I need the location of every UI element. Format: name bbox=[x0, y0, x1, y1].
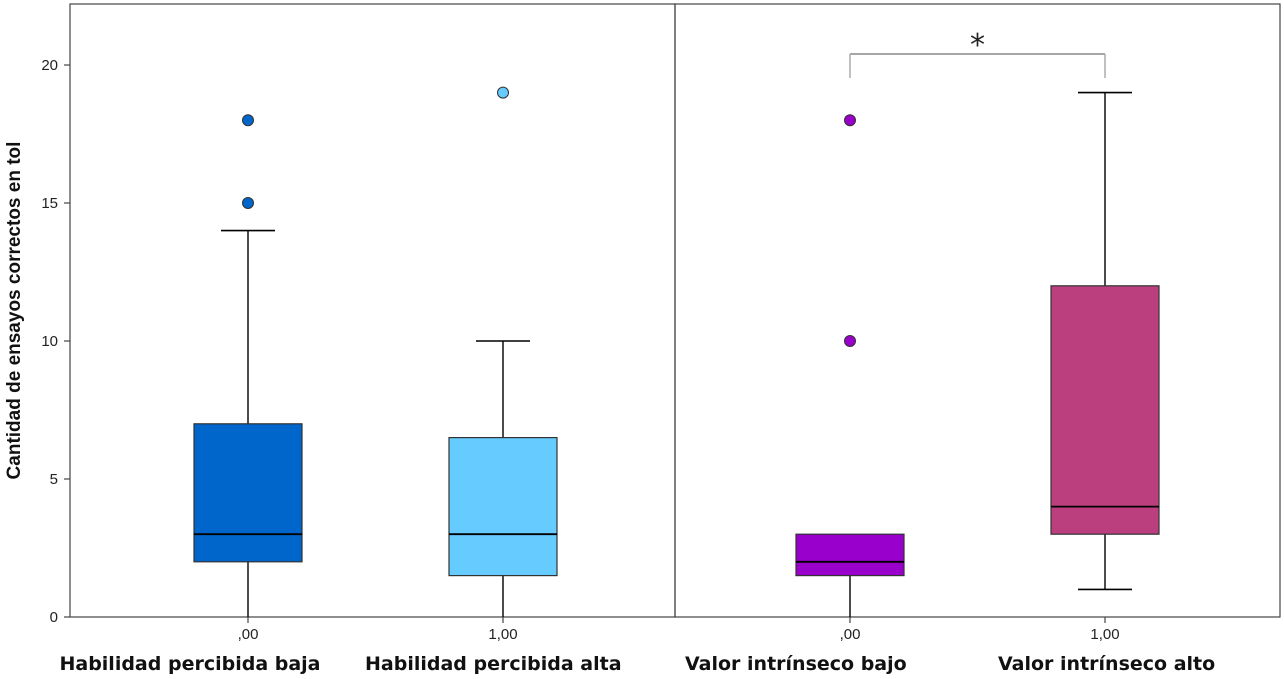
group-label: Habilidad percibida alta bbox=[365, 653, 622, 675]
group-label: Valor intrínseco alto bbox=[998, 653, 1215, 675]
y-tick-label: 5 bbox=[50, 471, 58, 488]
x-tick-label: 1,00 bbox=[1090, 626, 1119, 643]
box-iqr bbox=[193, 423, 303, 563]
box-iqr bbox=[795, 533, 905, 577]
group-label: Valor intrínseco bajo bbox=[685, 653, 907, 675]
y-axis-label: Cantidad de ensayos correctos en tol bbox=[4, 142, 25, 480]
x-tick-label: ,00 bbox=[840, 626, 861, 643]
outlier-point bbox=[844, 114, 856, 127]
x-tick-label: ,00 bbox=[238, 626, 259, 643]
panel-frame-right bbox=[674, 3, 1281, 618]
y-tick-label: 10 bbox=[41, 333, 58, 350]
significance-marker: * bbox=[970, 28, 985, 63]
outlier-point bbox=[497, 86, 509, 99]
outlier-point bbox=[242, 197, 254, 209]
outlier-point bbox=[242, 114, 254, 127]
x-tick-label: 1,00 bbox=[488, 626, 517, 643]
y-tick-label: 15 bbox=[41, 195, 58, 212]
box-iqr bbox=[1050, 285, 1160, 535]
panel-frame-left bbox=[69, 3, 676, 618]
y-tick-label: 0 bbox=[50, 609, 58, 626]
box-iqr bbox=[448, 437, 558, 577]
y-tick-label: 20 bbox=[41, 57, 58, 74]
outlier-point bbox=[844, 335, 856, 347]
group-label: Habilidad percibida baja bbox=[59, 653, 320, 675]
